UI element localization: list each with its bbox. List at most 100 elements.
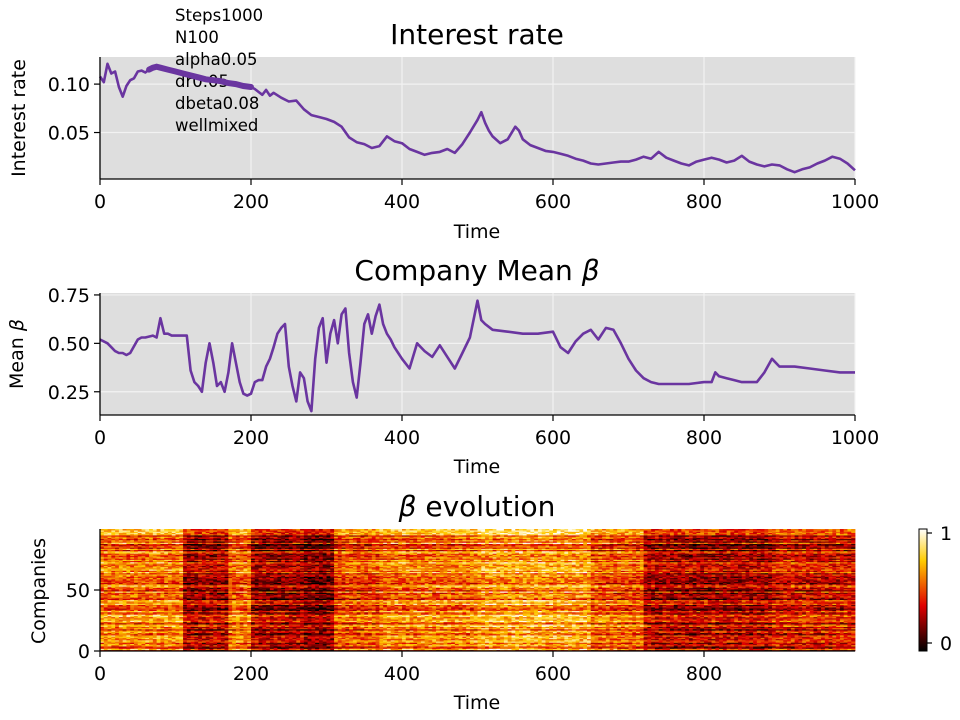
- heatmap-cell: [307, 646, 312, 648]
- heatmap-cell: [149, 630, 154, 632]
- heatmap-cell: [183, 638, 188, 641]
- heatmap-cell: [764, 635, 769, 637]
- heatmap-cell: [420, 626, 426, 629]
- heatmap-cell: [802, 624, 807, 626]
- heatmap-cell: [617, 632, 622, 635]
- heatmap-cell: [711, 648, 716, 651]
- heatmap-cell: [318, 632, 324, 635]
- heatmap-cell: [798, 636, 803, 638]
- heatmap-cell: [632, 635, 637, 637]
- heatmap-cell: [722, 647, 728, 649]
- heatmap-cell: [843, 642, 848, 644]
- heatmap-cell: [122, 631, 127, 633]
- heatmap-cell: [126, 642, 131, 644]
- heatmap-cell: [805, 626, 811, 629]
- heatmap-cell: [662, 637, 667, 640]
- heatmap-cell: [284, 637, 290, 640]
- heatmap-cell: [111, 621, 116, 624]
- heatmap-cell: [356, 648, 361, 651]
- heatmap-cell: [594, 627, 599, 630]
- heatmap-cell: [586, 627, 592, 630]
- heatmap-cell: [201, 647, 207, 649]
- heatmap-cell: [269, 630, 275, 632]
- heatmap-cell: [171, 629, 176, 631]
- heatmap-cell: [447, 644, 452, 647]
- heatmap-cell: [205, 643, 210, 646]
- heatmap-cell: [368, 633, 373, 636]
- heatmap-cell: [390, 647, 395, 649]
- heatmap-cell: [598, 637, 603, 640]
- heatmap-cell: [624, 642, 629, 644]
- heatmap-cell: [100, 636, 105, 638]
- heatmap-cell: [213, 632, 218, 635]
- heatmap-cell: [315, 626, 320, 629]
- heatmap-cell: [103, 631, 108, 633]
- heatmap-cell: [783, 627, 788, 630]
- heatmap-cell: [790, 640, 795, 642]
- heatmap-cell: [507, 640, 512, 642]
- heatmap-cell: [398, 631, 403, 633]
- heatmap-cell: [171, 641, 176, 643]
- heatmap-cell: [817, 625, 822, 627]
- heatmap-cell: [364, 621, 369, 624]
- heatmap-cell: [522, 643, 527, 646]
- heatmap-cell: [337, 640, 342, 642]
- heatmap-cell: [315, 627, 320, 630]
- heatmap-cell: [394, 621, 399, 624]
- heatmap-cell: [760, 640, 765, 642]
- heatmap-cell: [345, 637, 350, 640]
- heatmap-cell: [330, 633, 335, 636]
- heatmap-cell: [496, 632, 501, 635]
- heatmap-cell: [262, 643, 267, 646]
- heatmap-cell: [802, 646, 807, 648]
- heatmap-cell: [594, 640, 599, 642]
- heatmap-cell: [636, 633, 641, 636]
- heatmap-cell: [685, 621, 690, 624]
- heatmap-cell: [451, 646, 456, 648]
- heatmap-cell: [787, 648, 792, 651]
- heatmap-cell: [364, 640, 369, 642]
- heatmap-cell: [624, 621, 629, 624]
- heatmap-cell: [413, 636, 418, 638]
- heatmap-cell: [836, 627, 841, 630]
- heatmap-cell: [692, 621, 697, 624]
- heatmap-cell: [152, 632, 158, 635]
- heatmap-cell: [624, 647, 629, 649]
- heatmap-cell: [179, 632, 184, 635]
- heatmap-cell: [281, 643, 286, 646]
- heatmap-cell: [220, 629, 225, 631]
- heatmap-cell: [371, 638, 376, 641]
- heatmap-cell: [756, 622, 762, 625]
- heatmap-cell: [677, 632, 682, 635]
- heatmap-cell: [469, 624, 475, 626]
- heatmap-cell: [356, 641, 361, 643]
- heatmap-cell: [760, 626, 765, 629]
- heatmap-cell: [575, 625, 580, 627]
- heatmap-cell: [349, 633, 354, 636]
- heatmap-cell: [753, 630, 758, 632]
- heatmap-cell: [281, 631, 286, 633]
- heatmap-cell: [847, 648, 852, 651]
- heatmap-cell: [318, 647, 324, 649]
- heatmap-cell: [213, 647, 218, 649]
- heatmap-cell: [160, 644, 165, 647]
- heatmap-cell: [386, 635, 392, 637]
- heatmap-cell: [636, 642, 641, 644]
- heatmap-cell: [458, 644, 463, 647]
- heatmap-cell: [307, 629, 312, 631]
- heatmap-cell: [179, 646, 184, 648]
- heatmap-cell: [639, 629, 644, 631]
- heatmap-cell: [771, 630, 777, 632]
- heatmap-cell: [575, 640, 580, 642]
- heatmap-cell: [704, 637, 709, 640]
- heatmap-cell: [383, 630, 388, 632]
- heatmap-cell: [149, 638, 154, 641]
- heatmap-cell: [345, 631, 350, 633]
- heatmap-cell: [511, 642, 516, 644]
- heatmap-cell: [160, 630, 165, 632]
- heatmap-cell: [492, 638, 497, 641]
- heatmap-cell: [798, 629, 803, 631]
- heatmap-cell: [617, 625, 622, 627]
- heatmap-cell: [787, 622, 792, 625]
- heatmap-cell: [620, 643, 626, 646]
